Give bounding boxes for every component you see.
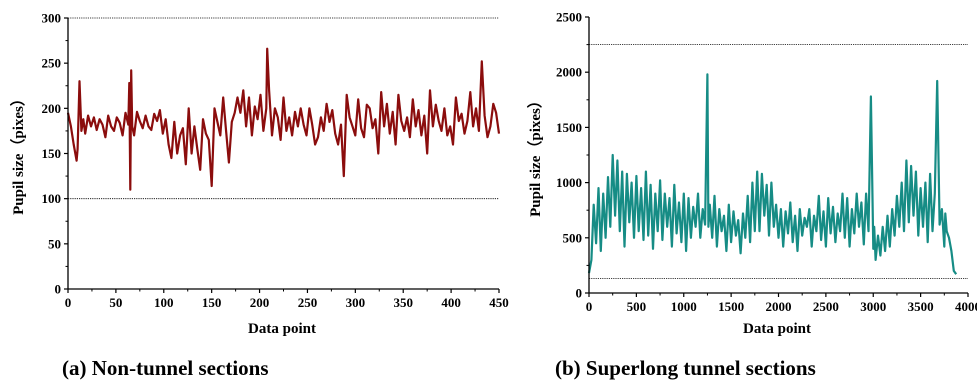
panel-b-x-tick-label: 3500 (908, 299, 934, 314)
panel-b-x-tick-label: 2500 (813, 299, 839, 314)
panel-a-x-tick-label: 50 (109, 295, 122, 310)
panel-a-non-tunnel: Pupil size（pixes） Data point (a) Non-tun… (9, 11, 509, 381)
panel-b-x-axis-title: Data point (743, 321, 811, 337)
panel-a-y-tick-label: 250 (42, 56, 62, 71)
panel-b-y-axis-title: Pupil size（pixes） (526, 93, 544, 217)
panel-b-y-tick-label: 2000 (556, 65, 582, 80)
panel-a-y-tick-label: 100 (42, 191, 62, 206)
panel-a-x-tick-label: 300 (346, 295, 366, 310)
panel-b-y-tick-label: 500 (563, 230, 583, 245)
panel-b-x-tick-label: 4000 (955, 299, 977, 314)
panel-a-x-tick-label: 250 (298, 295, 318, 310)
panel-b-series-line-0 (587, 73, 958, 275)
panel-a-x-axis-title: Data point (248, 321, 316, 337)
panel-a-x-tick-label: 350 (393, 295, 413, 310)
panel-b-x-tick-label: 2000 (766, 299, 792, 314)
panel-a-y-tick-label: 150 (42, 146, 62, 161)
panel-a-x-tick-label: 400 (441, 295, 461, 310)
panel-b-y-tick-label: 2500 (556, 10, 582, 25)
panel-b-y-tick-label: 1500 (556, 120, 582, 135)
panel-a-x-tick-label: 200 (250, 295, 270, 310)
panel-a-y-axis-title: Pupil size（pixes） (9, 91, 27, 215)
panel-a-y-tick-label: 300 (42, 11, 62, 26)
panel-b-x-tick-label: 0 (586, 299, 593, 314)
panel-a-x-tick-label: 450 (489, 295, 509, 310)
panel-a-series-line-0 (66, 47, 501, 191)
panel-a-y-tick-label: 50 (48, 236, 61, 251)
panel-a-y-tick-label: 200 (42, 101, 62, 116)
panel-a-x-tick-label: 150 (202, 295, 222, 310)
panel-a-caption: (a) Non-tunnel sections (62, 356, 269, 380)
panel-b-caption: (b) Superlong tunnel sections (555, 356, 816, 380)
panel-b-x-tick-label: 3000 (860, 299, 886, 314)
panel-b-y-tick-label: 0 (576, 286, 583, 301)
panel-b-x-tick-label: 1000 (671, 299, 697, 314)
panel-a-y-tick-label: 0 (55, 282, 62, 297)
panel-a-x-tick-label: 0 (65, 295, 72, 310)
panel-b-y-tick-label: 1000 (556, 175, 582, 190)
panel-b-superlong-tunnel: Pupil size（pixes） Data point (b) Superlo… (526, 10, 977, 381)
panel-b-x-tick-label: 500 (627, 299, 647, 314)
panel-a-x-tick-label: 100 (154, 295, 174, 310)
panel-b-x-tick-label: 1500 (718, 299, 744, 314)
